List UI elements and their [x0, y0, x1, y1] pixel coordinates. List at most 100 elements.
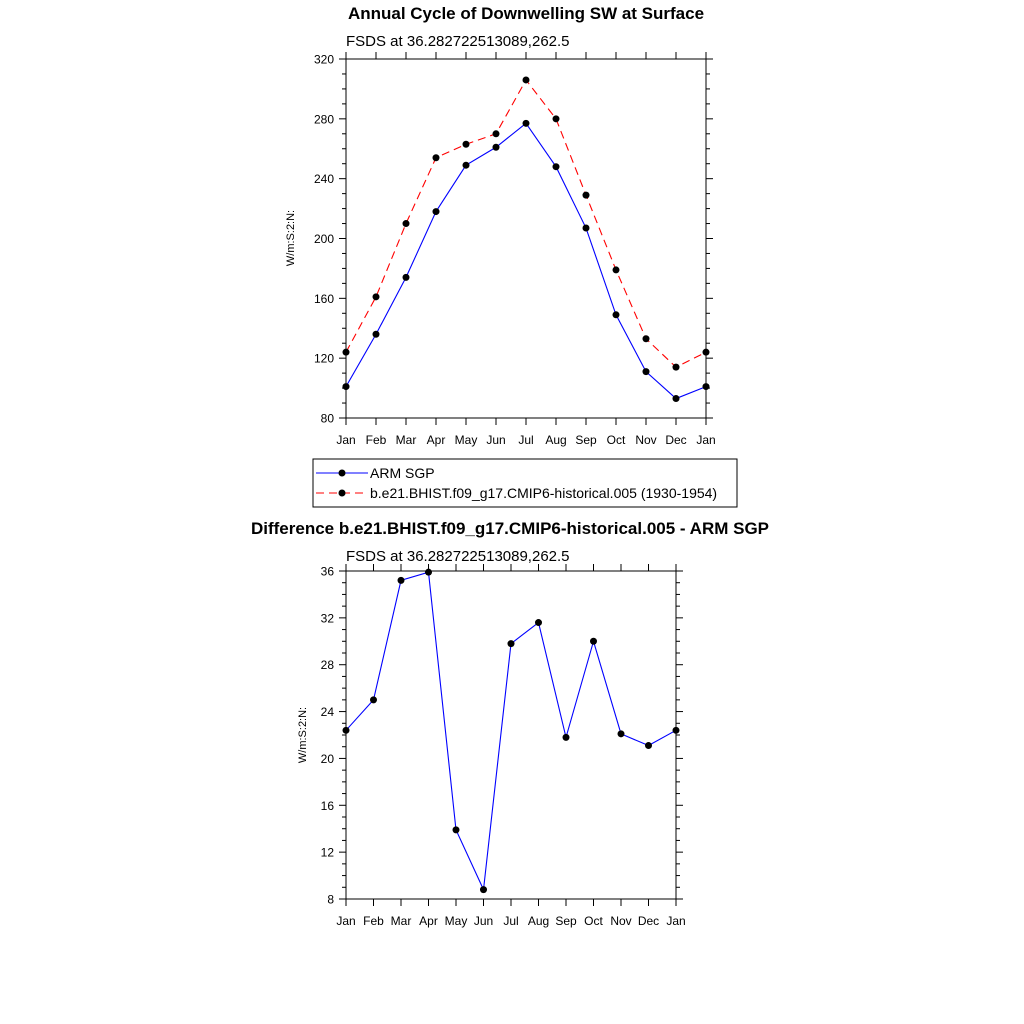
x-tick-label: Nov	[635, 433, 656, 447]
chart2-series	[342, 568, 680, 894]
x-tick-label: Apr	[419, 914, 438, 928]
data-point	[402, 220, 410, 228]
y-tick-label: 280	[314, 112, 334, 126]
x-tick-label: Jun	[486, 433, 505, 447]
x-tick-label: Jun	[474, 914, 493, 928]
data-point	[535, 619, 542, 627]
data-point	[642, 335, 650, 343]
data-point	[462, 140, 470, 148]
chart1-y-axis-label: W/m:S:2:N:	[285, 210, 297, 266]
data-point	[562, 733, 570, 741]
data-point	[702, 383, 710, 391]
series-line-0	[345, 571, 677, 892]
data-point	[480, 886, 487, 894]
data-point	[522, 76, 530, 84]
data-point	[342, 383, 350, 391]
y-tick-label: 160	[314, 292, 334, 306]
data-point	[342, 348, 350, 356]
x-tick-label: May	[455, 433, 478, 447]
data-point	[462, 161, 470, 169]
chart2-y-axis-label: W/m:S:2:N:	[297, 707, 309, 763]
plot-frame	[345, 570, 677, 900]
legend-label-model: b.e21.BHIST.f09_g17.CMIP6-historical.005…	[370, 485, 717, 501]
data-point	[425, 568, 432, 576]
y-tick-label: 16	[321, 799, 335, 813]
data-point	[507, 640, 515, 648]
y-tick-label: 20	[321, 752, 335, 766]
chart1-title: Annual Cycle of Downwelling SW at Surfac…	[348, 4, 704, 23]
y-tick-label: 24	[321, 705, 335, 719]
x-tick-label: Oct	[607, 433, 626, 447]
chart1-legend: ARM SGP b.e21.BHIST.f09_g17.CMIP6-histor…	[312, 458, 738, 508]
data-point	[582, 191, 590, 199]
legend-marker-model	[338, 489, 346, 497]
x-tick-label: Sep	[575, 433, 597, 447]
y-tick-label: 120	[314, 352, 334, 366]
y-tick-label: 12	[321, 846, 335, 860]
annual-cycle-chart: Annual Cycle of Downwelling SW at Surfac…	[285, 4, 738, 508]
data-point	[617, 730, 625, 738]
x-tick-label: Mar	[391, 914, 412, 928]
x-tick-label: Mar	[396, 433, 417, 447]
x-tick-label: Feb	[366, 433, 387, 447]
data-point	[612, 266, 620, 274]
y-tick-label: 320	[314, 53, 334, 67]
chart2-subtitle: FSDS at 36.282722513089,262.5	[346, 548, 570, 565]
chart2-axes: Jan Feb Mar Apr May Jun Jul Aug Sep Oct Nov Dec Jan8…	[321, 564, 686, 928]
difference-chart: Difference b.e21.BHIST.f09_g17.CMIP6-his…	[251, 519, 769, 928]
x-tick-label: Aug	[545, 433, 566, 447]
data-point	[702, 348, 710, 356]
plot-frame	[345, 58, 707, 419]
x-tick-label: Feb	[363, 914, 384, 928]
y-tick-label: 36	[321, 565, 335, 579]
data-point	[452, 826, 460, 834]
x-tick-label: May	[445, 914, 468, 928]
data-point	[642, 368, 650, 376]
legend-box	[312, 458, 738, 508]
x-tick-label: Aug	[528, 914, 549, 928]
y-tick-label: 28	[321, 658, 335, 672]
x-tick-label: Jan	[696, 433, 715, 447]
chart1-axes: Jan Feb Mar Apr May Jun Jul Aug Sep Oct Nov Dec Jan8…	[314, 52, 716, 447]
data-point	[645, 742, 652, 750]
x-tick-label: Sep	[555, 914, 577, 928]
data-point	[590, 637, 597, 645]
data-point	[432, 154, 440, 162]
data-point	[672, 363, 680, 371]
data-point	[397, 576, 405, 584]
data-point	[672, 395, 680, 403]
x-tick-label: Jul	[503, 914, 518, 928]
data-point	[432, 208, 440, 216]
x-tick-label: Jan	[666, 914, 685, 928]
x-tick-label: Nov	[610, 914, 631, 928]
chart1-series	[342, 76, 710, 403]
data-point	[372, 293, 380, 301]
data-point	[612, 311, 620, 319]
chart2-title: Difference b.e21.BHIST.f09_g17.CMIP6-his…	[251, 519, 769, 538]
chart1-subtitle: FSDS at 36.282722513089,262.5	[346, 33, 570, 50]
legend-marker-arm-sgp	[338, 469, 346, 477]
data-point	[552, 115, 560, 123]
y-tick-label: 200	[314, 232, 334, 246]
data-point	[552, 163, 560, 171]
y-tick-label: 32	[321, 611, 335, 625]
x-tick-label: Oct	[584, 914, 603, 928]
x-tick-label: Dec	[638, 914, 659, 928]
legend-label-arm-sgp: ARM SGP	[370, 465, 435, 481]
y-tick-label: 8	[327, 893, 334, 907]
data-point	[492, 130, 500, 138]
x-tick-label: Jan	[336, 433, 355, 447]
data-point	[342, 726, 350, 734]
x-tick-label: Jan	[336, 914, 355, 928]
data-point	[522, 119, 530, 127]
x-tick-label: Apr	[427, 433, 446, 447]
y-tick-label: 80	[321, 412, 335, 426]
data-point	[672, 726, 680, 734]
data-point	[582, 224, 590, 232]
series-line-0	[345, 122, 707, 400]
data-point	[402, 273, 410, 281]
y-tick-label: 240	[314, 172, 334, 186]
data-point	[370, 696, 377, 704]
data-point	[492, 143, 500, 151]
